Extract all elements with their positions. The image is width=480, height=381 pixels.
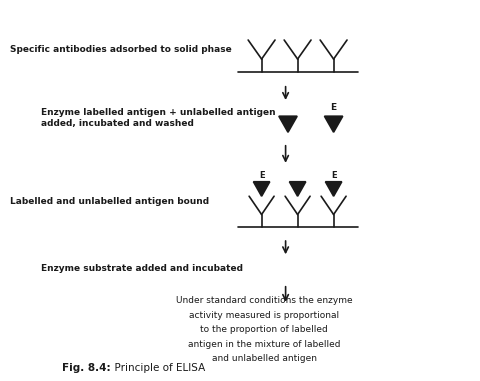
Polygon shape (279, 116, 297, 132)
Text: Fig. 8.4:: Fig. 8.4: (62, 363, 111, 373)
Text: E: E (331, 171, 336, 180)
Text: Enzyme substrate added and incubated: Enzyme substrate added and incubated (41, 264, 243, 273)
Polygon shape (253, 182, 270, 196)
Text: added, incubated and washed: added, incubated and washed (41, 119, 193, 128)
Text: Under standard conditions the enzyme: Under standard conditions the enzyme (176, 296, 352, 305)
Polygon shape (289, 182, 306, 196)
Text: E: E (259, 171, 264, 180)
Text: to the proportion of labelled: to the proportion of labelled (200, 325, 328, 334)
Polygon shape (325, 182, 342, 196)
Text: and unlabelled antigen: and unlabelled antigen (212, 354, 316, 363)
Text: Enzyme labelled antigen + unlabelled antigen: Enzyme labelled antigen + unlabelled ant… (41, 108, 276, 117)
Text: E: E (331, 103, 336, 112)
Text: antigen in the mixture of labelled: antigen in the mixture of labelled (188, 339, 340, 349)
Text: Principle of ELISA: Principle of ELISA (108, 363, 205, 373)
Text: activity measured is proportional: activity measured is proportional (189, 311, 339, 320)
Polygon shape (324, 116, 343, 132)
Text: Specific antibodies adsorbed to solid phase: Specific antibodies adsorbed to solid ph… (10, 45, 231, 54)
Text: Labelled and unlabelled antigen bound: Labelled and unlabelled antigen bound (10, 197, 209, 207)
